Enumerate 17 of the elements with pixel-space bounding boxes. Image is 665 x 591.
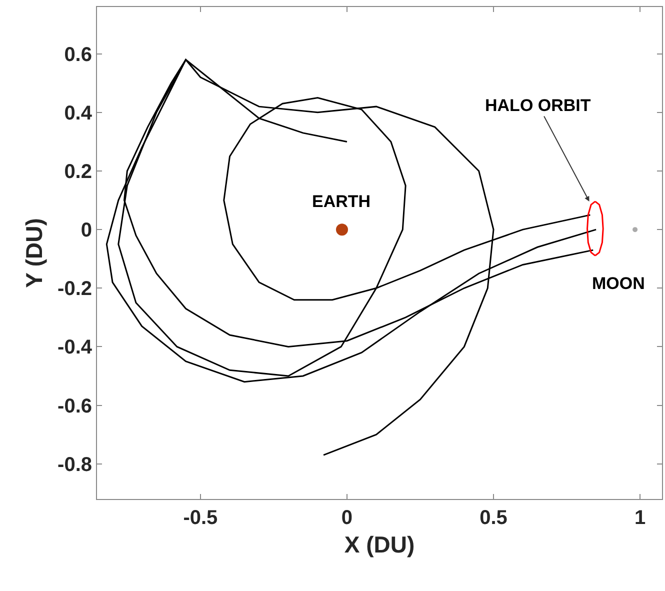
y-tick-label: 0: [80, 220, 92, 242]
y-tick-label: 0.4: [64, 102, 93, 124]
annotation: EARTH: [312, 192, 371, 211]
y-tick-label: -0.4: [58, 336, 93, 359]
y-tick-label: -0.2: [58, 278, 92, 300]
x-tick-label: 1: [634, 507, 646, 529]
y-tick-label: -0.8: [58, 454, 92, 476]
annotation: HALO ORBIT: [485, 96, 592, 115]
y-tick-label: 0.6: [64, 44, 92, 66]
x-axis-title: X (DU): [344, 532, 415, 558]
x-tick-label: 0: [341, 507, 353, 529]
x-tick-label: 0.5: [480, 507, 508, 529]
y-tick-label: 0.2: [64, 161, 92, 183]
y-axis-title: Y (DU): [20, 218, 47, 288]
annotation: MOON: [592, 274, 645, 293]
y-tick-label: -0.6: [58, 395, 92, 418]
x-tick-label: -0.5: [183, 507, 218, 529]
